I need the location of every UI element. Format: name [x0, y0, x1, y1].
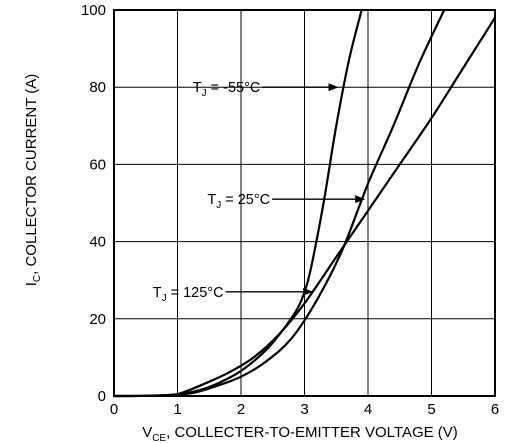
- annotation-symbol: T: [153, 285, 162, 301]
- x-tick-label: 0: [110, 401, 118, 418]
- annotation-subscript: J: [162, 293, 167, 304]
- x-tick-label: 1: [173, 401, 181, 418]
- series-lines: [113, 9, 496, 398]
- annotation-value: = 25°C: [221, 192, 270, 208]
- annotation-subscript: J: [202, 88, 207, 99]
- grid: [113, 9, 496, 397]
- y-tick-label: 40: [89, 234, 106, 251]
- annotation-value: = -55°C: [207, 80, 261, 96]
- y-tick-label: 60: [89, 156, 106, 173]
- annotation-value: = 125°C: [167, 285, 224, 301]
- series-line-25c: [113, 9, 446, 398]
- label-minus55c: TJ = -55°C: [193, 80, 261, 99]
- y-tick-label: 80: [89, 79, 106, 96]
- y-tick-label: 20: [89, 311, 106, 328]
- series-line-125c: [113, 17, 496, 398]
- x-tick-label: 3: [300, 401, 308, 418]
- y-axis-title: IC, COLLECTOR CURRENT (A): [23, 74, 43, 287]
- x-axis-title: VCE, COLLECTER-TO-EMITTER VOLTAGE (V): [142, 424, 458, 443]
- label-125c: TJ = 125°C: [153, 285, 224, 304]
- x-axis-title-rest: , COLLECTER-TO-EMITTER VOLTAGE (V): [166, 424, 458, 441]
- y-tick-label: 100: [81, 2, 106, 19]
- y-axis-title-sub: C: [32, 275, 43, 282]
- plot-frame: [113, 9, 496, 397]
- label-25c: TJ = 25°C: [207, 192, 270, 211]
- x-tick-label: 5: [427, 401, 435, 418]
- annotation-symbol: T: [193, 80, 202, 96]
- y-tick-label: 0: [98, 388, 106, 405]
- annotation-symbol: T: [207, 192, 216, 208]
- y-axis-title-main: I: [23, 282, 40, 286]
- y-axis-title-rest: , COLLECTOR CURRENT (A): [23, 74, 40, 275]
- label-125c-group: TJ = 125°C: [153, 285, 314, 304]
- x-axis-title-main: V: [142, 424, 152, 441]
- x-tick-label: 6: [491, 401, 499, 418]
- x-axis-title-sub: CE: [152, 433, 166, 443]
- label-25c-group: TJ = 25°C: [207, 192, 366, 211]
- annotation-subscript: J: [216, 200, 221, 211]
- x-tick-label: 2: [237, 401, 245, 418]
- label-minus55c-group: TJ = -55°C: [193, 80, 339, 99]
- x-tick-label: 4: [364, 401, 372, 418]
- annotations: TJ = -55°CTJ = 25°CTJ = 125°C: [153, 80, 366, 304]
